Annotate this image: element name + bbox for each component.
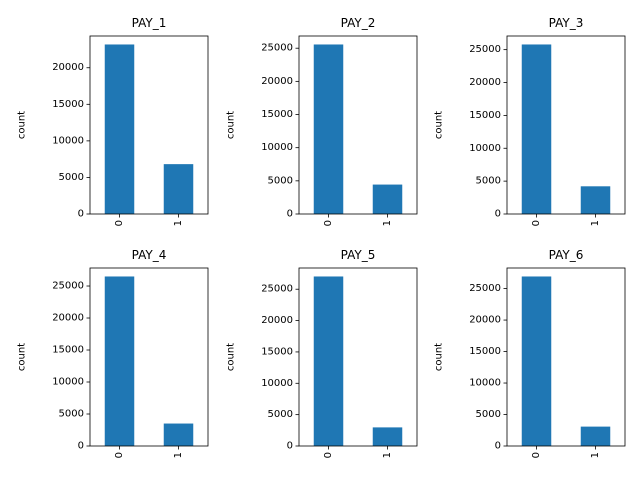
y-tick-label: 15000 — [52, 99, 84, 110]
axes-frame — [89, 267, 209, 447]
bar-0 — [104, 276, 135, 446]
axes-frame — [89, 35, 209, 215]
x-tick-label-1: 1 — [382, 220, 393, 226]
bar-1 — [163, 164, 194, 214]
y-tick-label: 20000 — [469, 315, 501, 326]
y-axis-label: count — [434, 111, 445, 139]
y-tick-label: 10000 — [469, 143, 501, 154]
x-tick-label-1: 1 — [590, 452, 601, 458]
y-tick-label: 0 — [287, 441, 293, 452]
subplot-title: PAY_1 — [132, 16, 167, 30]
x-tick-label-0: 0 — [114, 452, 125, 458]
y-tick-label: 0 — [287, 209, 293, 220]
y-tick-label: 0 — [495, 209, 501, 220]
bar-1 — [580, 426, 611, 446]
y-tick-label: 25000 — [261, 43, 293, 54]
subplot-title: PAY_2 — [341, 16, 376, 30]
y-tick-label: 25000 — [52, 281, 84, 292]
y-tick-label: 10000 — [261, 378, 293, 389]
axes-frame — [298, 267, 418, 447]
y-tick-label: 5000 — [59, 409, 84, 420]
y-tick-label: 20000 — [261, 76, 293, 87]
y-axis-label: count — [434, 343, 445, 371]
x-tick-label-0: 0 — [531, 452, 542, 458]
y-tick-label: 10000 — [52, 135, 84, 146]
y-tick-label: 5000 — [268, 175, 293, 186]
x-tick-label-0: 0 — [323, 220, 334, 226]
bar-0 — [313, 44, 344, 215]
y-axis-label: count — [17, 111, 28, 139]
y-tick-label: 20000 — [52, 62, 84, 73]
y-tick-label: 0 — [495, 441, 501, 452]
bar-1 — [372, 184, 403, 214]
bar-0 — [104, 44, 135, 215]
x-tick-label-0: 0 — [114, 220, 125, 226]
y-tick-label: 5000 — [476, 409, 501, 420]
y-tick-label: 15000 — [261, 109, 293, 120]
y-tick-label: 10000 — [469, 378, 501, 389]
y-tick-label: 25000 — [469, 44, 501, 55]
x-tick-label-0: 0 — [531, 220, 542, 226]
axes-frame — [298, 35, 418, 215]
y-tick-label: 5000 — [268, 409, 293, 420]
x-tick-label-1: 1 — [173, 220, 184, 226]
bar-0 — [521, 276, 552, 446]
bar-1 — [163, 423, 194, 446]
subplot-title: PAY_4 — [132, 248, 167, 262]
y-tick-label: 20000 — [261, 315, 293, 326]
subplot-title: PAY_5 — [341, 248, 376, 262]
y-tick-label: 5000 — [476, 176, 501, 187]
bar-0 — [313, 276, 344, 446]
y-tick-label: 0 — [78, 209, 84, 220]
axes-frame — [506, 267, 626, 447]
bar-1 — [372, 427, 403, 446]
y-axis-label: count — [226, 343, 237, 371]
y-tick-label: 15000 — [469, 346, 501, 357]
y-tick-label: 10000 — [261, 142, 293, 153]
y-tick-label: 20000 — [469, 77, 501, 88]
y-axis-label: count — [17, 343, 28, 371]
y-tick-label: 10000 — [52, 377, 84, 388]
y-tick-label: 0 — [78, 441, 84, 452]
x-tick-label-0: 0 — [323, 452, 334, 458]
subplot-title: PAY_6 — [549, 248, 584, 262]
y-tick-label: 25000 — [261, 284, 293, 295]
x-tick-label-1: 1 — [382, 452, 393, 458]
y-tick-label: 15000 — [469, 110, 501, 121]
x-tick-label-1: 1 — [173, 452, 184, 458]
x-tick-label-1: 1 — [590, 220, 601, 226]
y-tick-label: 25000 — [469, 283, 501, 294]
y-tick-label: 15000 — [52, 345, 84, 356]
bar-0 — [521, 44, 552, 214]
axes-frame — [506, 35, 626, 215]
y-tick-label: 20000 — [52, 313, 84, 324]
y-axis-label: count — [226, 111, 237, 139]
subplot-title: PAY_3 — [549, 16, 584, 30]
y-tick-label: 5000 — [59, 172, 84, 183]
y-tick-label: 15000 — [261, 346, 293, 357]
bar-1 — [580, 186, 611, 214]
